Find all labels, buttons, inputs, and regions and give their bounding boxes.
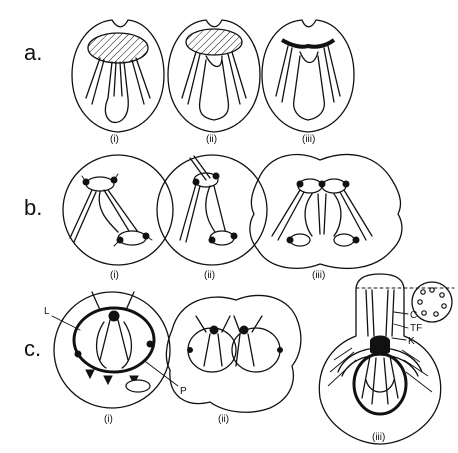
cell-c-iii: C TF K (iii): [318, 273, 455, 445]
cell-b-ii: (ii): [156, 154, 268, 281]
annotation-TF: TF: [410, 323, 422, 334]
panel-label-a-ii: (ii): [206, 134, 217, 145]
panel-label-b-iii: (iii): [312, 270, 325, 281]
panel-label-b-ii: (ii): [204, 270, 215, 281]
cell-a-i: (i): [71, 19, 165, 145]
panel-label-c-i: (i): [104, 414, 113, 425]
annotation-L: L: [44, 306, 50, 317]
panel-label-a-i: (i): [110, 134, 119, 145]
panel-label-c-ii: (ii): [218, 414, 229, 425]
row-label-c: c.: [24, 336, 41, 361]
panel-label-b-i: (i): [110, 270, 119, 281]
panel-label-a-iii: (iii): [302, 134, 315, 145]
cell-c-ii: (ii): [165, 294, 302, 425]
row-label-b: b.: [24, 195, 42, 220]
annotation-K: K: [408, 336, 415, 347]
annotation-P: P: [180, 386, 187, 397]
cell-c-i: L P (i): [44, 291, 187, 425]
cell-a-ii: (ii): [167, 19, 261, 145]
cell-b-i: (i): [62, 154, 174, 281]
cell-a-iii: (iii): [261, 19, 355, 145]
panel-label-c-iii: (iii): [372, 432, 385, 443]
row-label-a: a.: [24, 40, 42, 65]
annotation-C: C: [410, 310, 417, 321]
cell-b-iii: (iii): [249, 153, 403, 281]
